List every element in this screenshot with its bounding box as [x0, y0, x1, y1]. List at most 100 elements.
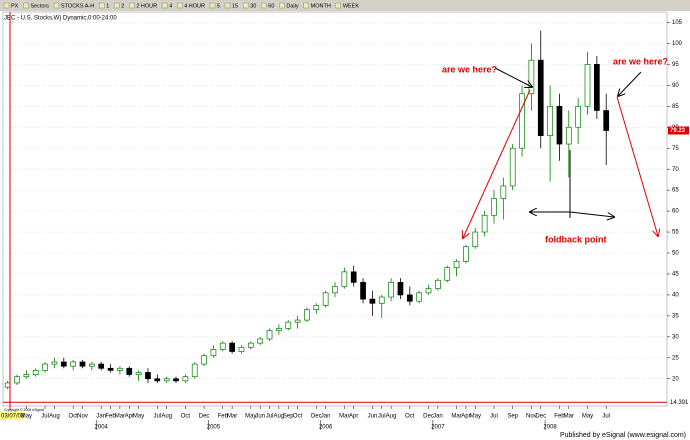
toolbar-button: 30: [250, 3, 256, 9]
plot: [3, 22, 667, 390]
toolbar-icon: [114, 2, 120, 9]
x-tick-label: Feb: [554, 414, 565, 420]
candle-body: [369, 298, 376, 304]
candle-body: [266, 330, 273, 340]
candle-body: [182, 376, 189, 382]
candle-body: [594, 64, 600, 111]
toolbar-icon: [161, 2, 168, 9]
chart-title: JEC - U.S. Stocks,W) Dynamic,0:00-24:00: [4, 16, 117, 22]
x-tick-label: Dec: [199, 414, 210, 420]
toolbar-icon: [224, 2, 231, 9]
y-tick-label: 25: [672, 355, 679, 361]
toolbar-icon: [3, 2, 10, 9]
y-tick-label: 75: [672, 146, 679, 152]
x-tick-label: Mar: [451, 414, 461, 420]
candle-body: [294, 319, 301, 323]
x-tick-label: Sep: [283, 414, 294, 420]
x-tick-label: Apr: [461, 414, 470, 420]
candle-body: [219, 342, 226, 350]
candle-body: [70, 361, 76, 367]
candle-body: [79, 361, 86, 367]
candle-body: [191, 363, 198, 378]
x-tick-label: Jul: [153, 414, 161, 420]
candle-body: [416, 292, 423, 302]
toolbar-icon: [335, 2, 342, 9]
footer: Published by eSignal (www.esignal.com): [560, 432, 686, 439]
candle-body: [444, 267, 451, 281]
x-tick-label: May: [470, 414, 481, 420]
candle-body: [388, 282, 394, 298]
candle-body: [425, 288, 432, 294]
toolbar-button: STOCKS A-H: [61, 3, 94, 9]
x-tick-label: Jul: [602, 414, 610, 420]
candle-body: [135, 372, 142, 375]
candle-body: [285, 321, 292, 329]
candle-body: [257, 338, 264, 344]
y-tick-label: 105: [672, 20, 683, 26]
x-tick-label: Apr: [349, 414, 358, 420]
annotation: are we here?: [442, 64, 497, 74]
candle-body: [360, 282, 366, 300]
toolbar-button: PX: [11, 3, 19, 9]
toolbar-button: 5: [217, 3, 220, 9]
candle-body: [537, 59, 544, 136]
x-tick-label: Jul: [378, 414, 386, 420]
candle-body: [42, 363, 48, 371]
candle-body: [435, 279, 441, 289]
x-tick-label: Feb: [218, 414, 229, 420]
candle-body: [304, 309, 310, 321]
candle-body: [565, 126, 572, 145]
year-label: 2004: [95, 425, 109, 431]
candle-body: [313, 305, 320, 310]
candle-body: [154, 378, 161, 382]
y-tick-label: 60: [672, 209, 679, 215]
x-tick-label: Aug: [386, 414, 397, 420]
year-label: 2006: [319, 425, 333, 431]
arrow: [494, 67, 532, 87]
start-label: 03/07/03: [1, 414, 25, 420]
x-tick-label: Mar: [564, 414, 574, 420]
toolbar-button: 15: [232, 3, 238, 9]
candle-body: [88, 363, 95, 367]
candle-body: [556, 105, 563, 145]
y-tick-label: 65: [672, 188, 679, 194]
toolbar-icon: [53, 2, 60, 9]
candle-body: [145, 372, 151, 380]
candle-body: [229, 342, 235, 352]
y-tick-label: 95: [672, 62, 679, 68]
candle-body: [247, 342, 254, 348]
plot-area: [2, 11, 668, 407]
x-tick-label: Oct: [405, 414, 415, 420]
x-tick-label: Dec: [535, 414, 546, 420]
toolbar-button: 1: [106, 3, 109, 9]
x-tick-label: Jul: [266, 414, 274, 420]
y-tick-label: 100: [672, 41, 683, 47]
x-tick-label: Jun: [368, 414, 378, 420]
toolbar-button: WEEK: [343, 3, 360, 9]
low-marker-label: 14.391: [670, 400, 689, 406]
toolbar-icon: [303, 2, 309, 9]
candle-body: [575, 105, 582, 128]
candle-body: [4, 382, 11, 388]
x-tick-label: May: [133, 414, 144, 420]
x-tick-label: May: [21, 414, 32, 420]
candle-body: [173, 378, 179, 382]
y-tick-label: 85: [672, 104, 679, 110]
x-tick-label: Oct: [293, 414, 303, 420]
y-tick-label: 35: [672, 313, 679, 319]
toolbar-icon: [99, 2, 105, 9]
toolbar-button: Sectors: [30, 3, 49, 9]
last-price-box: [668, 126, 689, 135]
x-tick-label: Jun: [255, 414, 265, 420]
candle-body: [332, 286, 338, 294]
y-tick-label: 90: [672, 83, 679, 89]
x-tick-label: Apr: [125, 414, 134, 420]
candle-body: [341, 271, 348, 287]
x-tick-label: Jul: [41, 414, 49, 420]
toolbar-button: 4: [169, 3, 172, 9]
candle-body: [201, 355, 207, 365]
candle-body: [463, 246, 469, 262]
candle-body: [603, 110, 610, 131]
candle-body: [584, 64, 591, 107]
